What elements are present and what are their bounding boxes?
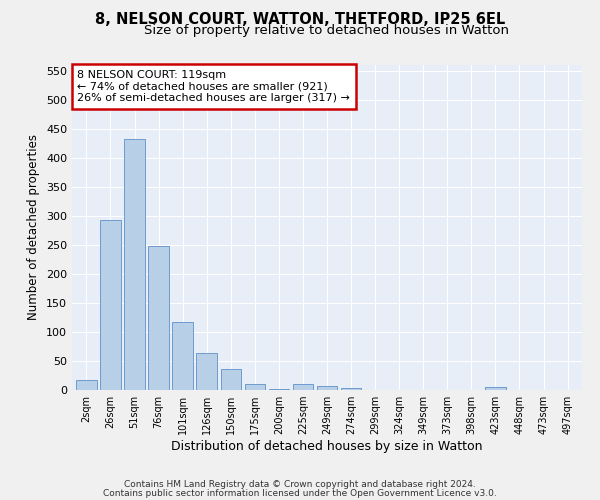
Bar — [317, 386, 337, 390]
Bar — [100, 220, 121, 390]
Text: 8 NELSON COURT: 119sqm
← 74% of detached houses are smaller (921)
26% of semi-de: 8 NELSON COURT: 119sqm ← 74% of detached… — [77, 70, 350, 103]
Title: Size of property relative to detached houses in Watton: Size of property relative to detached ho… — [145, 24, 509, 38]
Text: Contains public sector information licensed under the Open Government Licence v3: Contains public sector information licen… — [103, 489, 497, 498]
Y-axis label: Number of detached properties: Number of detached properties — [28, 134, 40, 320]
Bar — [148, 246, 169, 390]
Bar — [293, 384, 313, 390]
Bar — [341, 388, 361, 390]
Bar — [245, 384, 265, 390]
Bar — [269, 389, 289, 390]
Bar — [172, 322, 193, 390]
Bar — [124, 140, 145, 390]
Bar — [221, 369, 241, 390]
Text: 8, NELSON COURT, WATTON, THETFORD, IP25 6EL: 8, NELSON COURT, WATTON, THETFORD, IP25 … — [95, 12, 505, 28]
Bar — [485, 387, 506, 390]
Bar — [196, 354, 217, 390]
X-axis label: Distribution of detached houses by size in Watton: Distribution of detached houses by size … — [171, 440, 483, 453]
Text: Contains HM Land Registry data © Crown copyright and database right 2024.: Contains HM Land Registry data © Crown c… — [124, 480, 476, 489]
Bar — [76, 380, 97, 390]
